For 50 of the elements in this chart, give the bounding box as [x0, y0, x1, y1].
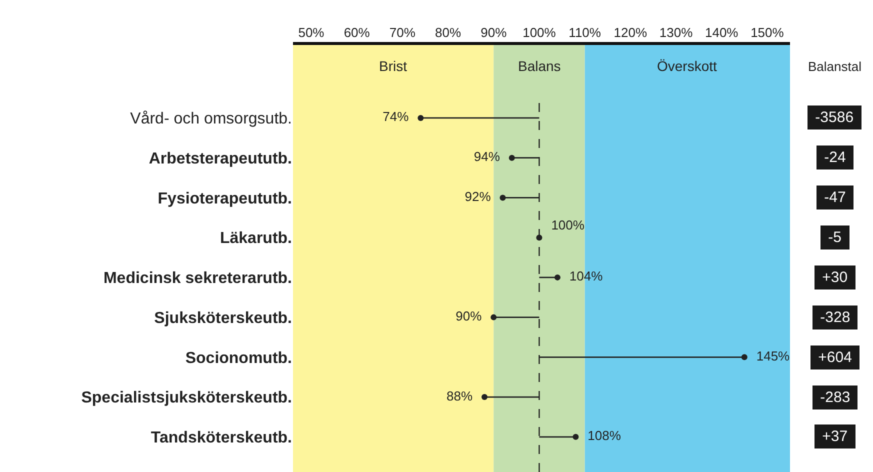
point — [508, 154, 515, 161]
band-label: Brist — [379, 58, 408, 74]
text: -47 — [820, 189, 850, 206]
y-tick-label: Medicinsk sekreterarutb. — [103, 270, 292, 288]
data-label: 92% — [458, 188, 498, 204]
point — [572, 434, 579, 440]
data-label: 88% — [439, 388, 480, 404]
point — [500, 194, 506, 201]
point — [482, 394, 488, 400]
data-label: 90% — [448, 308, 489, 324]
point — [741, 354, 748, 360]
y-tick-label: Specialistsjuksköterskeutb. — [81, 390, 292, 407]
text: -283 — [816, 389, 854, 406]
y-tick-label: Sjuksköterskeutb. — [154, 310, 292, 327]
point — [490, 314, 497, 320]
x-tick-label: 120% — [614, 24, 648, 40]
x-tick-label: 60% — [344, 24, 370, 40]
text: Balanstal — [808, 59, 862, 74]
data-label: 145% — [749, 348, 797, 364]
x-tick-label: 110% — [568, 24, 602, 40]
data-label: 104% — [562, 268, 610, 284]
text: -24 — [820, 149, 850, 166]
x-tick-label: 80% — [435, 24, 462, 40]
x-tick-label: 90% — [480, 24, 508, 40]
y-tick-label: Fysioterapeututb. — [158, 190, 292, 208]
x-tick-label: 50% — [298, 24, 325, 40]
text: -5 — [824, 229, 846, 246]
text: +37 — [818, 428, 852, 445]
point — [554, 274, 560, 280]
point — [418, 114, 424, 121]
data-label: 74% — [375, 109, 416, 124]
band-label: Balans — [518, 58, 561, 74]
text: -3586 — [811, 109, 858, 126]
y-tick-label: Läkarutb. — [220, 230, 292, 248]
y-tick-label: Tandsköterskeutb. — [150, 430, 292, 447]
text: +604 — [814, 349, 856, 366]
x-tick-label: 130% — [659, 24, 694, 40]
y-tick-label: Socionomutb. — [185, 350, 292, 367]
data-label: 108% — [580, 428, 628, 444]
x-tick-label: 140% — [704, 24, 739, 40]
data-label: 100% — [544, 218, 592, 233]
y-tick-label: Arbetsterapeututb. — [148, 150, 292, 168]
band-label: Överskott — [657, 58, 718, 74]
text: -328 — [816, 309, 854, 326]
text: +30 — [818, 269, 852, 286]
y-tick-label: Vård- och omsorgsutb. — [130, 110, 292, 128]
x-tick-label: 70% — [389, 24, 416, 40]
x-tick-label: 100% — [522, 24, 556, 40]
data-label: 94% — [466, 149, 508, 164]
x-tick-label: 150% — [750, 24, 784, 40]
